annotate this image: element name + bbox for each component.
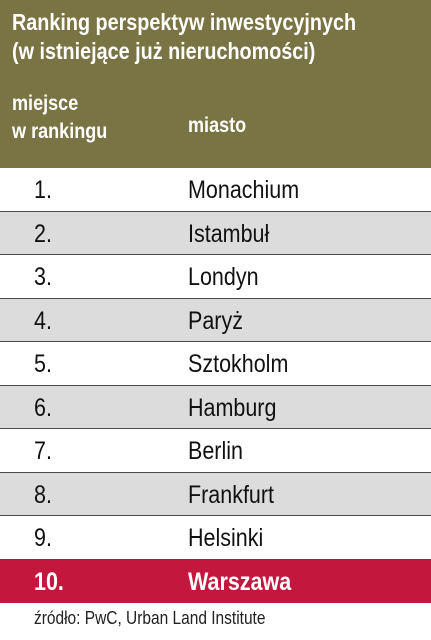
rank-cell: 6.: [34, 393, 52, 422]
table-row: 3. Londyn: [0, 255, 431, 299]
rank-cell: 2.: [34, 219, 52, 248]
rank-cell: 7.: [34, 437, 52, 465]
rank-cell: 5.: [34, 350, 52, 378]
rank-cell: 9.: [34, 524, 52, 552]
table-row: 1. Monachium: [0, 168, 431, 212]
title-line-2: (w istniejące już nieruchomości): [12, 38, 316, 64]
city-cell: Helsinki: [188, 524, 264, 552]
table-header: Ranking perspektyw inwestycyjnych (w ist…: [0, 0, 431, 168]
city-cell: Paryż: [188, 306, 243, 335]
rank-cell: 4.: [34, 306, 52, 335]
source-note: źródło: PwC, Urban Land Institute: [34, 608, 266, 628]
table-title: Ranking perspektyw inwestycyjnych (w ist…: [12, 8, 369, 66]
table-row: 5. Sztokholm: [0, 342, 431, 386]
table-row-highlighted: 10. Warszawa: [0, 559, 431, 603]
table-row: 2. Istambuł: [0, 211, 431, 255]
rank-cell: 10.: [34, 567, 64, 596]
rank-header-line-2: w rankingu: [12, 120, 108, 143]
city-cell: Warszawa: [188, 567, 292, 596]
rank-cell: 3.: [34, 263, 52, 291]
table-body: 1. Monachium 2. Istambuł 3. Londyn 4. Paryż 5. Sz…: [0, 168, 431, 603]
table-row: 9. Helsinki: [0, 516, 431, 560]
title-line-1: Ranking perspektyw inwestycyjnych: [12, 9, 357, 35]
city-cell: Frankfurt: [188, 480, 275, 509]
rank-cell: 1.: [34, 176, 52, 204]
city-cell: Londyn: [188, 263, 259, 291]
rank-column-header: miejsce w rankingu: [12, 90, 107, 146]
table-row: 4. Paryż: [0, 298, 431, 342]
rank-header-line-1: miejsce: [12, 92, 79, 115]
table-row: 6. Hamburg: [0, 385, 431, 429]
city-cell: Monachium: [188, 176, 300, 204]
city-cell: Sztokholm: [188, 350, 289, 378]
rank-cell: 8.: [34, 480, 52, 509]
city-cell: Hamburg: [188, 393, 277, 422]
city-cell: Berlin: [188, 437, 243, 465]
city-column-header: miasto: [188, 114, 247, 137]
table-row: 7. Berlin: [0, 429, 431, 473]
table-row: 8. Frankfurt: [0, 472, 431, 516]
city-cell: Istambuł: [188, 219, 270, 248]
